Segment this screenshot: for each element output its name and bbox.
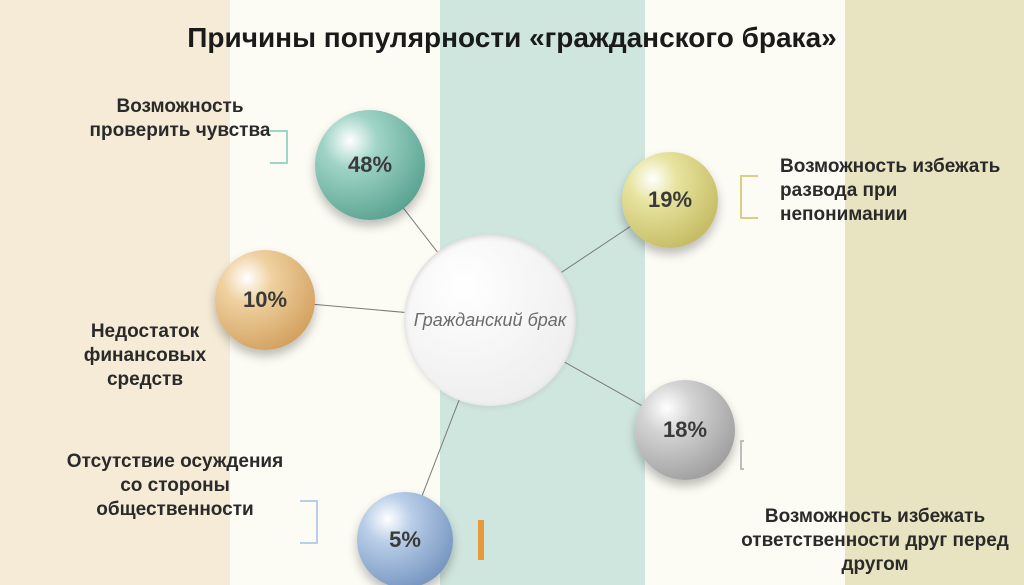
bracket-responsibility xyxy=(740,440,744,470)
bubble-label-divorce: Возможность избежать развода при непоним… xyxy=(780,155,1010,226)
center-node-label: Гражданский брак xyxy=(414,310,566,331)
bubble-responsibility: 18% xyxy=(635,380,735,480)
background-column-4 xyxy=(845,0,1024,585)
bubble-label-money: Недостаток финансовых средств xyxy=(55,320,235,391)
bubble-label-feelings: Возможность проверить чувства xyxy=(80,95,280,143)
page-title: Причины популярности «гражданского брака… xyxy=(0,22,1024,54)
bracket-divorce xyxy=(740,175,758,219)
bubble-public: 5% xyxy=(357,492,453,585)
bubble-value-responsibility: 18% xyxy=(663,417,707,443)
bubble-value-public: 5% xyxy=(389,527,421,553)
center-node: Гражданский брак xyxy=(404,234,576,406)
bubble-feelings: 48% xyxy=(315,110,425,220)
bubble-divorce: 19% xyxy=(622,152,718,248)
bracket-public xyxy=(300,500,318,544)
background-column-3 xyxy=(645,0,845,585)
bubble-label-public: Отсутствие осуждения со стороны обществе… xyxy=(60,450,290,521)
bubble-value-money: 10% xyxy=(243,287,287,313)
accent-tick xyxy=(478,520,484,560)
bracket-feelings xyxy=(270,130,288,164)
bubble-value-divorce: 19% xyxy=(648,187,692,213)
bubble-label-responsibility: Возможность избежать ответственности дру… xyxy=(740,505,1010,576)
bubble-value-feelings: 48% xyxy=(348,152,392,178)
